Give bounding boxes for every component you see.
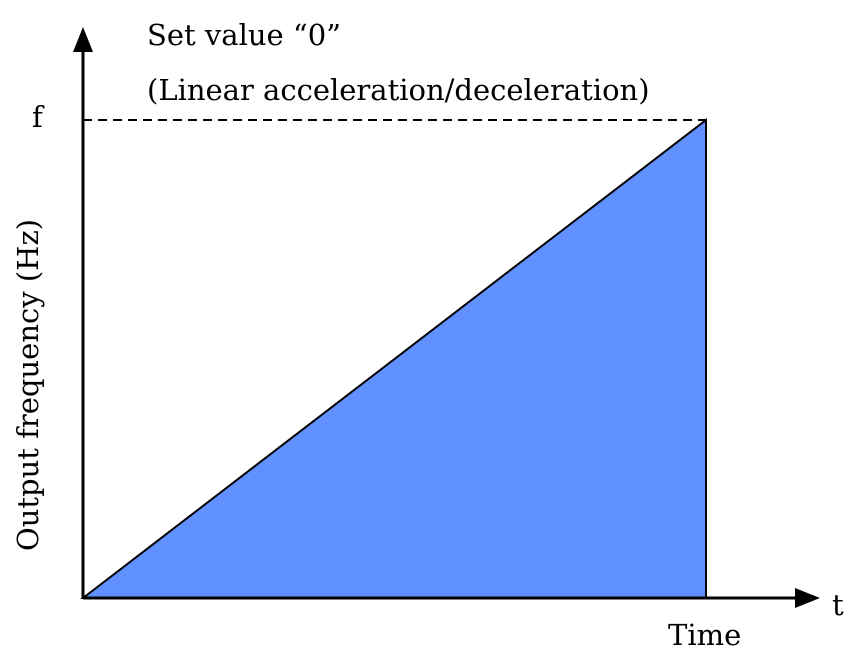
y-axis-label: Output frequency (Hz): [11, 219, 45, 551]
f-marker: f: [32, 100, 45, 134]
acceleration-area: [80, 117, 707, 599]
x-axis-arrow: [795, 588, 820, 608]
title-line1: Set value “0”: [147, 18, 341, 52]
title-line2: (Linear acceleration/deceleration): [147, 73, 650, 107]
y-axis-arrow: [73, 27, 93, 52]
x-axis-label: Time: [668, 618, 741, 652]
t-marker: t: [832, 588, 844, 622]
